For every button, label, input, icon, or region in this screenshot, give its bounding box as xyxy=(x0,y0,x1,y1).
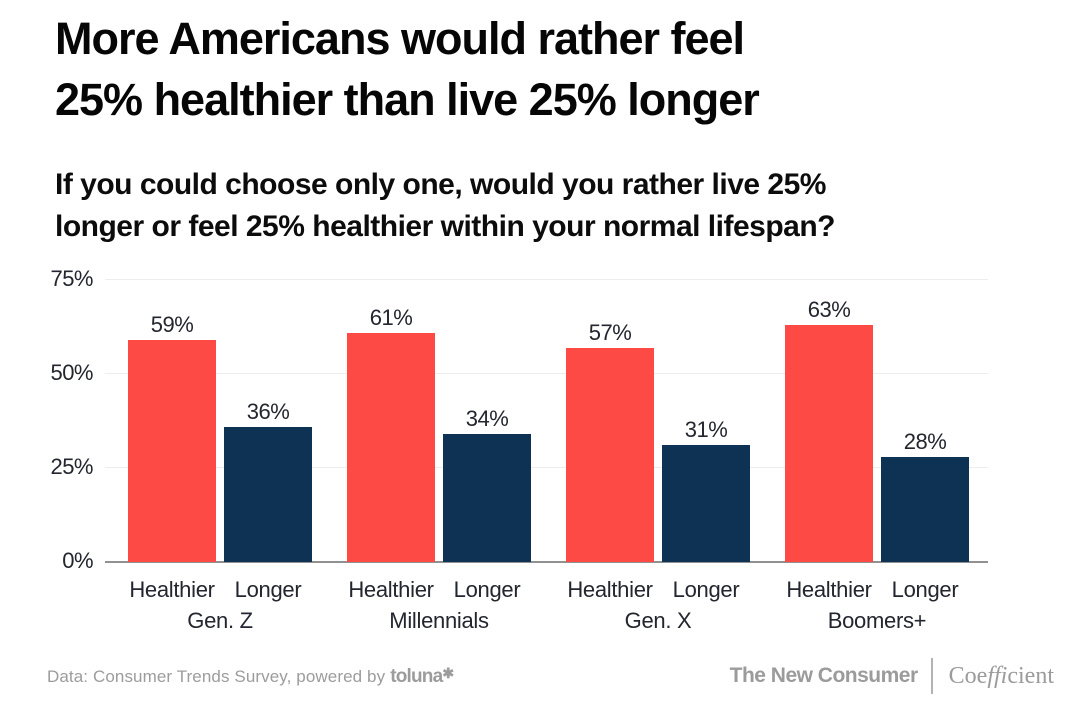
bar-healthier: 63% xyxy=(785,297,873,562)
bar-value-label: 63% xyxy=(807,297,851,323)
footer: Data: Consumer Trends Survey, powered by… xyxy=(47,656,1054,696)
series-label: Healthier xyxy=(567,577,653,602)
bars-row: 61% 34% xyxy=(347,280,531,562)
series-label: Longer xyxy=(234,577,302,602)
series-label: Longer xyxy=(891,577,959,602)
series-label: Healthier xyxy=(786,577,872,602)
gridline xyxy=(105,467,988,468)
bar-group-gen-z: 59% 36% Healthier Longer Gen. Z xyxy=(128,280,312,634)
bars-row: 57% 31% xyxy=(566,280,750,562)
grid-layer: 75% 50% 25% 0% xyxy=(50,266,988,573)
bar-group-boomers-: 63% 28% Healthier Longer Boomers+ xyxy=(785,280,969,634)
series-labels: Healthier Longer xyxy=(347,577,531,603)
bars-row: 63% 28% xyxy=(785,280,969,562)
series-labels: Healthier Longer xyxy=(566,577,750,603)
y-tick-label: 0% xyxy=(62,548,93,573)
bar-value-label: 28% xyxy=(903,428,947,454)
the-new-consumer-logo: The New Consumer xyxy=(729,664,919,687)
toluna-star-icon: ✱ xyxy=(442,664,455,681)
category-label: Boomers+ xyxy=(827,608,927,633)
chart-subtitle-line2: longer or feel 25% healthier within your… xyxy=(55,210,836,243)
chart-subtitle: If you could choose only one, would you … xyxy=(55,164,836,248)
category-label: Gen. X xyxy=(624,608,692,633)
chart-title: More Americans would rather feel 25% hea… xyxy=(55,8,760,130)
bar-healthier: 59% xyxy=(128,312,216,562)
bar-group-gen-x: 57% 31% Healthier Longer Gen. X xyxy=(566,280,750,634)
y-tick-label: 50% xyxy=(50,360,93,385)
category-label: Gen. Z xyxy=(187,608,253,633)
bar-longer: 36% xyxy=(224,399,312,562)
bar-value-label: 36% xyxy=(246,398,290,424)
bar-value-label: 31% xyxy=(684,417,728,443)
gridline xyxy=(105,279,988,280)
series-label: Healthier xyxy=(129,577,215,602)
bar-group-millennials: 61% 34% Healthier Longer Millennials xyxy=(347,280,531,634)
chart-title-line2: 25% healthier than live 25% longer xyxy=(55,74,760,125)
series-labels: Healthier Longer xyxy=(785,577,969,603)
bar-longer: 28% xyxy=(881,429,969,562)
series-label: Longer xyxy=(672,577,740,602)
bar-healthier: 57% xyxy=(566,320,654,562)
bar-longer: 31% xyxy=(662,417,750,562)
bars-row: 59% 36% xyxy=(128,280,312,562)
y-tick-label: 25% xyxy=(50,454,93,479)
chart-subtitle-line1: If you could choose only one, would you … xyxy=(55,168,826,201)
series-label: Healthier xyxy=(348,577,434,602)
coefficient-logo: Coefficient xyxy=(948,662,1054,689)
source-text: Data: Consumer Trends Survey, powered by xyxy=(47,666,386,686)
series-label: Longer xyxy=(453,577,521,602)
x-axis-line xyxy=(105,561,988,563)
bar-chart: 75% 50% 25% 0% 59% 36% Healthier Longer Gen. Z 6… xyxy=(50,266,988,633)
bar-longer: 34% xyxy=(443,406,531,562)
series-labels: Healthier Longer xyxy=(128,577,312,603)
category-label: Millennials xyxy=(389,608,489,633)
toluna-logo: toluna xyxy=(390,665,443,687)
bar-groups: 59% 36% Healthier Longer Gen. Z 61% 34% Healthi… xyxy=(128,280,969,634)
logo-divider xyxy=(930,658,933,694)
bar-value-label: 61% xyxy=(369,304,413,330)
bar-value-label: 34% xyxy=(465,406,509,432)
data-source-credit: Data: Consumer Trends Survey, powered by… xyxy=(47,665,454,688)
bar-healthier: 61% xyxy=(347,305,435,562)
chart-title-line1: More Americans would rather feel xyxy=(55,13,745,64)
y-tick-label: 75% xyxy=(50,266,93,291)
publisher-logos: The New Consumer Coefficient xyxy=(730,658,1054,694)
bar-value-label: 57% xyxy=(588,319,632,345)
gridline xyxy=(105,373,988,374)
bar-value-label: 59% xyxy=(150,312,194,338)
